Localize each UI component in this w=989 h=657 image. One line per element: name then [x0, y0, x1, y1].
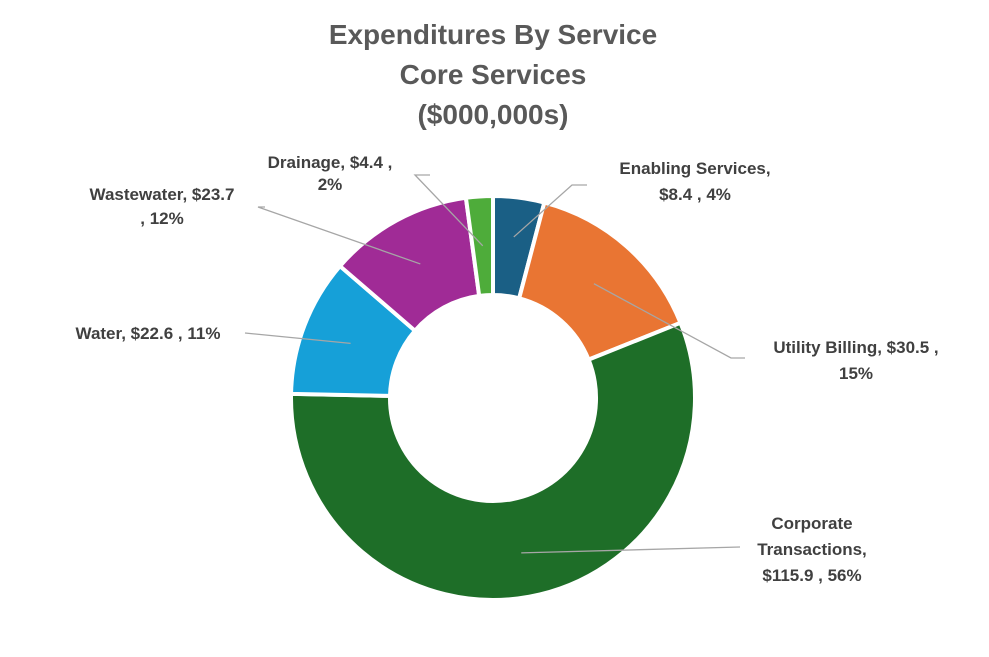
data-label-line: $115.9 , 56% — [762, 566, 861, 585]
data-label-utility-billing: Utility Billing, $30.5 , 15% — [773, 338, 938, 383]
data-label-corporate-transactions: Corporate Transactions, $115.9 , 56% — [757, 514, 867, 585]
data-label-enabling-services: Enabling Services, $8.4 , 4% — [619, 159, 770, 204]
data-label-line: $8.4 , 4% — [659, 185, 731, 204]
data-label-line: Enabling Services, — [619, 159, 770, 178]
chart-title-line-3: ($000,000s) — [417, 99, 568, 130]
leader-line-enabling-services — [513, 184, 587, 238]
chart-title-line-2: Core Services — [400, 59, 587, 90]
data-label-line: Corporate — [771, 514, 852, 533]
leader-lines — [244, 174, 745, 554]
chart-title: Expenditures By Service Core Services ($… — [329, 19, 657, 130]
data-label-line: Water, $22.6 , 11% — [76, 324, 221, 343]
leader-line-drainage — [413, 174, 484, 247]
data-label-water: Water, $22.6 , 11% — [76, 324, 221, 343]
data-label-line: Wastewater, $23.7 — [90, 185, 235, 204]
slice-drainage[interactable] — [463, 193, 495, 299]
slice-corporate-transactions[interactable] — [289, 320, 697, 602]
data-labels: Enabling Services, $8.4 , 4% Utility Billi… — [76, 153, 939, 585]
data-label-line: , 12% — [140, 209, 183, 228]
donut-slices — [289, 193, 697, 602]
data-label-line: Transactions, — [757, 540, 867, 559]
data-label-line: 15% — [839, 364, 873, 383]
leader-line-water — [244, 332, 351, 345]
leader-line-wastewater — [257, 206, 421, 265]
leader-line-utility-billing — [593, 283, 745, 359]
data-label-wastewater: Wastewater, $23.7 , 12% — [90, 185, 235, 228]
data-label-line: Drainage, $4.4 , — [268, 153, 393, 172]
data-label-line: 2% — [318, 175, 343, 194]
leader-line-corporate-transactions — [521, 546, 741, 554]
data-label-line: Utility Billing, $30.5 , — [773, 338, 938, 357]
data-label-drainage: Drainage, $4.4 , 2% — [268, 153, 393, 194]
chart-title-line-1: Expenditures By Service — [329, 19, 657, 50]
